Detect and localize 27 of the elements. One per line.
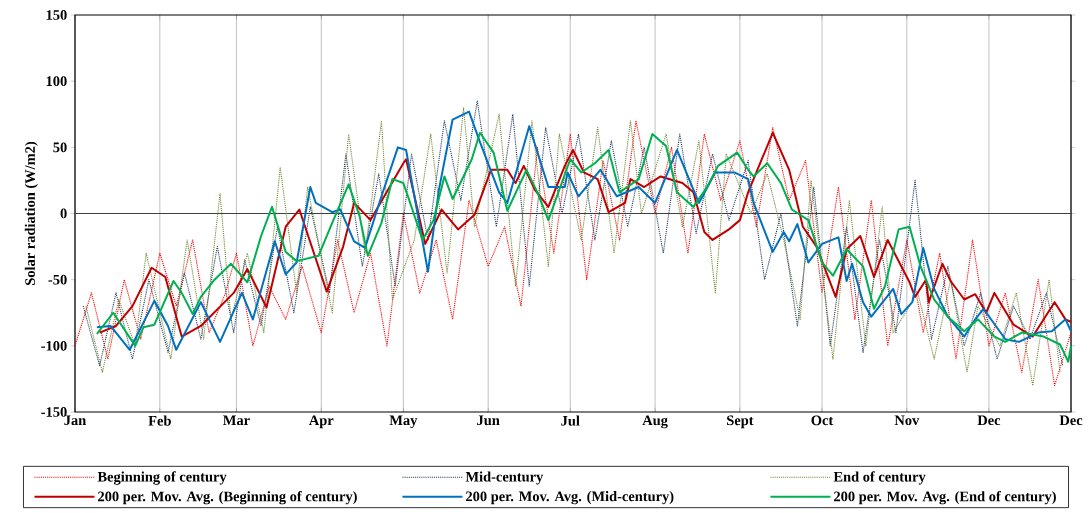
- x-tick-label: Jul: [561, 415, 580, 426]
- x-tick-label: Feb: [148, 415, 171, 426]
- y-tick-label: -50: [48, 274, 67, 285]
- y-tick-label: -100: [41, 340, 67, 351]
- y-tick-label: 150: [46, 10, 67, 20]
- legend-label: 200 per. Mov. Avg. (Beginning of century): [98, 490, 357, 505]
- x-tick-label: Oct: [811, 415, 834, 426]
- x-tick-label: Dec: [977, 415, 1001, 426]
- x-tick-label: Apr: [308, 415, 334, 429]
- y-tick-label: 100: [46, 76, 67, 87]
- legend-label: End of century: [833, 471, 926, 485]
- legend-label: Mid-century: [465, 471, 544, 485]
- x-tick-label: May: [389, 415, 418, 429]
- x-tick-label: Nov: [894, 415, 920, 426]
- x-tick-label: Jun: [477, 415, 500, 426]
- y-tick-label: -150: [41, 407, 67, 417]
- legend-label: 200 per. Mov. Avg. (Mid-century): [466, 491, 674, 505]
- y-axis-title: Solar radiation (W/m2): [24, 141, 38, 285]
- y-tick-label: 0: [60, 208, 67, 219]
- legend-label: Beginning of century: [97, 471, 227, 485]
- x-tick-label: Sept: [727, 415, 754, 429]
- x-tick-label: Mar: [223, 415, 250, 426]
- legend-label: 200 per. Mov. Avg. (End of century): [834, 490, 1056, 505]
- x-tick-label: Jan: [64, 415, 87, 426]
- x-tick-label: Dec: [1059, 415, 1083, 426]
- x-tick-label: Aug: [642, 415, 668, 429]
- y-tick-label: 50: [53, 142, 67, 153]
